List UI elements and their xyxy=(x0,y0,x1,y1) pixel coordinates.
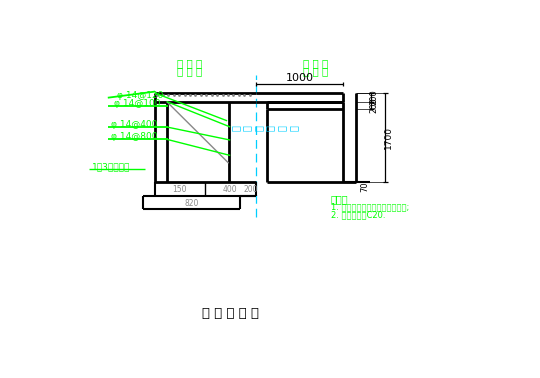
Text: 200: 200 xyxy=(244,185,259,194)
Text: 地
下
墙
中
心
线: 地 下 墙 中 心 线 xyxy=(231,125,299,132)
Text: φ 14@120: φ 14@120 xyxy=(117,91,164,100)
Text: 2. 导墙砖采用C20.: 2. 导墙砖采用C20. xyxy=(331,210,386,219)
Text: 820: 820 xyxy=(184,199,199,208)
Text: 1：3水泥砂浆: 1：3水泥砂浆 xyxy=(92,163,131,172)
Text: 基 坑 内: 基 坑 内 xyxy=(303,67,328,76)
Text: 模 板 图: 模 板 图 xyxy=(303,58,328,68)
Text: 基 坑 外: 基 坑 外 xyxy=(177,67,202,76)
Text: 说明：: 说明： xyxy=(331,194,349,204)
Text: 200: 200 xyxy=(369,90,378,105)
Text: 70: 70 xyxy=(361,181,369,192)
Text: 1000: 1000 xyxy=(286,73,314,84)
Text: 1. 导墙深度根据实际土质做调整;: 1. 导墙深度根据实际土质做调整; xyxy=(331,203,409,212)
Text: 200: 200 xyxy=(369,97,378,113)
Text: 400: 400 xyxy=(223,185,238,194)
Text: φ 14@800: φ 14@800 xyxy=(111,133,157,141)
Text: φ 14@400: φ 14@400 xyxy=(111,120,157,129)
Text: 1700: 1700 xyxy=(384,126,393,149)
Text: 150: 150 xyxy=(173,185,187,194)
Text: 钢 筋 图: 钢 筋 图 xyxy=(177,58,202,68)
Text: 导 墙 断 面 图: 导 墙 断 面 图 xyxy=(202,307,259,320)
Text: φ 14@100: φ 14@100 xyxy=(114,99,160,108)
